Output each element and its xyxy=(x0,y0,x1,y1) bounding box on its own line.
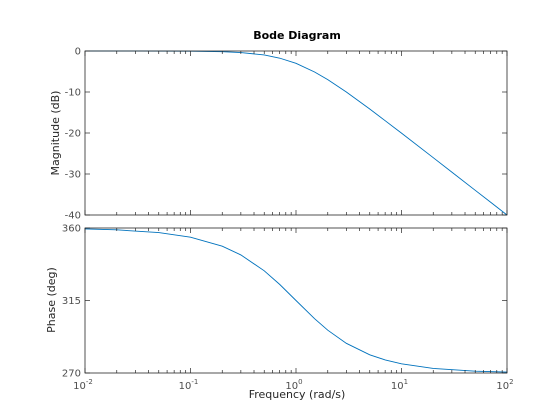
phase-x-tick-label: 101 xyxy=(391,378,408,392)
magnitude-y-axis-label: Magnitude (dB) xyxy=(49,91,62,176)
magnitude-y-tick-label: -40 xyxy=(65,211,81,222)
phase-y-tick-label: 315 xyxy=(62,296,81,307)
phase-x-tick-label: 102 xyxy=(496,378,513,392)
magnitude-y-ticks: 0 -10 -20 -30 -40 xyxy=(65,47,507,222)
magnitude-y-tick-label: -20 xyxy=(65,129,81,140)
phase-series-line xyxy=(84,228,508,373)
magnitude-y-tick-label: 0 xyxy=(75,47,81,58)
phase-y-tick-label: 360 xyxy=(62,224,81,235)
magnitude-axes-box xyxy=(84,50,508,216)
magnitude-y-tick-label: -10 xyxy=(65,88,81,99)
magnitude-x-ticks xyxy=(84,51,508,215)
magnitude-panel: 0 -10 -20 -30 -40 Magnitude (dB) xyxy=(49,47,508,222)
phase-x-tick-label: 10-1 xyxy=(179,378,199,392)
magnitude-series-line xyxy=(85,50,508,216)
magnitude-curve xyxy=(85,50,508,216)
phase-y-axis-label: Phase (deg) xyxy=(45,267,58,333)
phase-x-tick-label: 10-2 xyxy=(73,378,93,392)
phase-curve xyxy=(84,228,508,373)
x-axis-label: Frequency (rad/s) xyxy=(249,388,346,401)
magnitude-y-tick-label: -30 xyxy=(65,170,81,181)
phase-y-tick-label: 270 xyxy=(62,369,81,380)
phase-x-ticks xyxy=(84,228,508,373)
chart-title: Bode Diagram xyxy=(253,29,341,42)
phase-y-ticks: 360 315 270 xyxy=(62,224,507,380)
